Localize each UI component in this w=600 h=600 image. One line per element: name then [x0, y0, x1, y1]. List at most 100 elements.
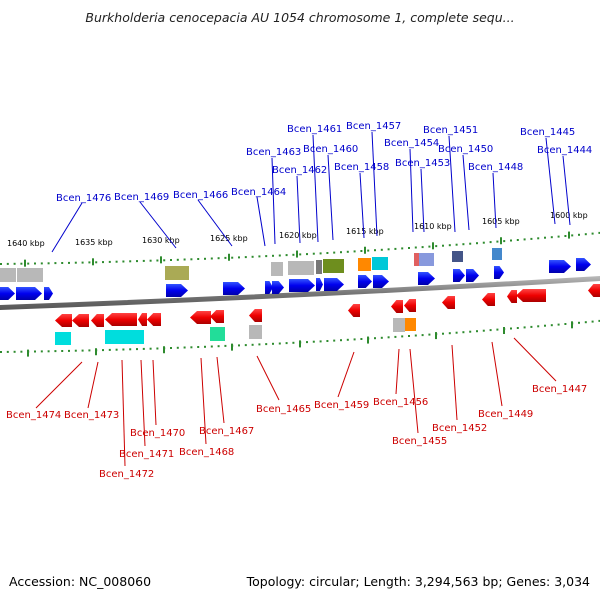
feature-box[interactable] [372, 257, 388, 270]
accession-text: Accession: NC_008060 [9, 574, 152, 589]
minor-tick [129, 348, 132, 351]
leader-line [491, 341, 503, 407]
gene-label[interactable]: Bcen_1451 [423, 125, 478, 136]
feature-box[interactable] [165, 266, 189, 280]
leader-line [545, 137, 556, 225]
gene-label[interactable]: Bcen_1456 [373, 397, 428, 408]
gene-label[interactable]: Bcen_1466 [173, 190, 228, 201]
feature-box[interactable] [249, 325, 262, 339]
reverse-gene-arrow [190, 311, 211, 324]
gene-label[interactable]: Bcen_1460 [303, 144, 358, 155]
minor-tick [224, 256, 227, 259]
gene-label[interactable]: Bcen_1462 [272, 165, 327, 176]
minor-tick [584, 233, 587, 236]
gene-label[interactable]: Bcen_1463 [246, 147, 301, 158]
minor-tick [163, 259, 166, 262]
feature-box[interactable] [271, 262, 283, 276]
minor-tick [244, 256, 247, 259]
gene-label[interactable]: Bcen_1473 [64, 410, 119, 421]
genome-stats-text: Topology: circular; Length: 3,294,563 bp… [246, 574, 590, 589]
gene-label[interactable]: Bcen_1471 [119, 449, 174, 460]
minor-tick [380, 248, 383, 251]
minor-tick [550, 324, 553, 327]
major-tick [92, 258, 94, 266]
gene-label[interactable]: Bcen_1457 [346, 121, 401, 132]
minor-tick [360, 250, 363, 252]
feature-box[interactable] [55, 332, 71, 345]
minor-tick [47, 350, 50, 353]
minor-tick [516, 239, 519, 241]
minor-tick [326, 340, 329, 342]
feature-box[interactable] [393, 318, 405, 332]
minor-tick [122, 348, 125, 351]
gene-label[interactable]: Bcen_1461 [287, 124, 342, 135]
feature-box[interactable] [419, 253, 434, 266]
minor-tick [142, 259, 145, 262]
feature-box[interactable] [105, 330, 144, 344]
gene-label[interactable]: Bcen_1465 [256, 404, 311, 415]
minor-tick [231, 256, 234, 259]
minor-tick [496, 328, 499, 331]
minor-tick [489, 329, 492, 332]
gene-label[interactable]: Bcen_1450 [438, 144, 493, 155]
minor-tick [482, 329, 485, 332]
minor-tick [27, 262, 30, 265]
gene-label[interactable]: Bcen_1445 [520, 127, 575, 138]
gene-label[interactable]: Bcen_1476 [56, 193, 111, 204]
gene-label[interactable]: Bcen_1470 [130, 428, 185, 439]
minor-tick [217, 257, 220, 260]
feature-box[interactable] [358, 258, 371, 271]
minor-tick [0, 351, 2, 353]
minor-tick [0, 263, 2, 265]
feature-box[interactable] [492, 248, 502, 260]
gene-label[interactable]: Bcen_1455 [392, 436, 447, 447]
upper-feature-track [0, 248, 502, 282]
minor-tick [13, 262, 16, 265]
reverse-gene-arrow [147, 313, 161, 326]
minor-tick [156, 259, 159, 262]
minor-tick [312, 340, 315, 343]
minor-tick [353, 338, 356, 341]
leader-line [448, 135, 456, 233]
gene-label[interactable]: Bcen_1453 [395, 158, 450, 169]
gene-label[interactable]: Bcen_1454 [384, 138, 439, 149]
minor-tick [102, 261, 104, 264]
feature-box[interactable] [316, 260, 322, 274]
gene-label[interactable]: Bcen_1452 [432, 423, 487, 434]
feature-box[interactable] [17, 268, 43, 282]
minor-tick [197, 346, 200, 348]
feature-box[interactable] [414, 253, 419, 266]
major-tick [163, 346, 165, 354]
minor-tick [176, 258, 179, 261]
gene-label[interactable]: Bcen_1444 [537, 145, 592, 156]
feature-box[interactable] [323, 259, 344, 273]
feature-box[interactable] [210, 327, 225, 341]
minor-tick [20, 350, 23, 353]
minor-tick [571, 234, 574, 237]
feature-box[interactable] [452, 251, 463, 262]
gene-label[interactable]: Bcen_1464 [231, 187, 286, 198]
minor-tick [530, 325, 533, 328]
gene-label[interactable]: Bcen_1474 [6, 410, 61, 421]
gene-label[interactable]: Bcen_1467 [199, 426, 254, 437]
minor-tick [353, 250, 356, 253]
feature-box[interactable] [0, 268, 16, 282]
gene-label[interactable]: Bcen_1472 [99, 469, 154, 480]
minor-tick [564, 235, 567, 237]
gene-label[interactable]: Bcen_1469 [114, 192, 169, 203]
feature-box[interactable] [405, 318, 416, 331]
leader-line [371, 131, 378, 237]
reverse-gene-arrow [588, 284, 600, 297]
minor-tick [88, 261, 91, 264]
scale-label: 1630 kbp [142, 236, 180, 245]
gene-label[interactable]: Bcen_1459 [314, 400, 369, 411]
gene-label[interactable]: Bcen_1458 [334, 162, 389, 173]
gene-label[interactable]: Bcen_1448 [468, 162, 523, 173]
minor-tick [340, 339, 342, 342]
gene-label[interactable]: Bcen_1447 [532, 384, 587, 395]
minor-tick [544, 324, 546, 327]
gene-label[interactable]: Bcen_1468 [179, 447, 234, 458]
feature-box[interactable] [288, 261, 314, 275]
gene-label[interactable]: Bcen_1449 [478, 409, 533, 420]
